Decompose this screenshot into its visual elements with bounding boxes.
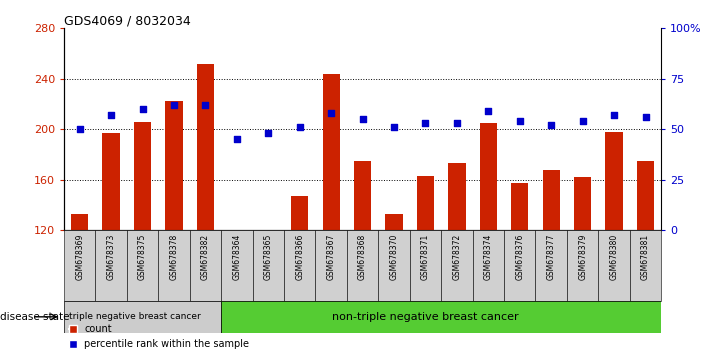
Bar [410, 230, 442, 301]
Text: GSM678371: GSM678371 [421, 234, 430, 280]
Bar [378, 230, 410, 301]
Text: GSM678379: GSM678379 [578, 234, 587, 280]
Bar [221, 301, 661, 333]
Bar [442, 230, 473, 301]
Bar [95, 230, 127, 301]
Text: GSM678375: GSM678375 [138, 234, 147, 280]
Bar [323, 74, 340, 230]
Bar [197, 64, 214, 230]
Bar [316, 230, 347, 301]
Text: GSM678373: GSM678373 [107, 234, 116, 280]
Point [419, 120, 431, 126]
Text: GSM678372: GSM678372 [452, 234, 461, 280]
Point [326, 110, 337, 116]
Bar [284, 230, 316, 301]
Bar [385, 214, 402, 230]
Bar [511, 183, 528, 230]
Point [105, 112, 117, 118]
Bar [347, 230, 378, 301]
Text: GSM678366: GSM678366 [295, 234, 304, 280]
Text: GSM678369: GSM678369 [75, 234, 84, 280]
Point [294, 124, 306, 130]
Point [137, 106, 149, 112]
Point [514, 118, 525, 124]
Bar [190, 230, 221, 301]
Bar [159, 230, 190, 301]
Bar [64, 301, 221, 333]
Point [545, 122, 557, 128]
Text: GSM678380: GSM678380 [609, 234, 619, 280]
Bar [504, 230, 535, 301]
Text: GSM678381: GSM678381 [641, 234, 650, 280]
Text: GSM678364: GSM678364 [232, 234, 241, 280]
Bar [480, 123, 497, 230]
Bar [630, 230, 661, 301]
Point [200, 102, 211, 108]
Point [577, 118, 588, 124]
Point [74, 126, 85, 132]
Bar [134, 122, 151, 230]
Point [640, 114, 651, 120]
Bar [127, 230, 159, 301]
Bar [166, 102, 183, 230]
Text: GSM678382: GSM678382 [201, 234, 210, 280]
Bar [473, 230, 504, 301]
Bar [542, 170, 560, 230]
Text: GSM678370: GSM678370 [390, 234, 399, 280]
Bar [448, 163, 466, 230]
Bar [221, 230, 252, 301]
Text: GSM678365: GSM678365 [264, 234, 273, 280]
Bar [354, 161, 371, 230]
Bar [606, 132, 623, 230]
Bar [291, 196, 309, 230]
Text: non-triple negative breast cancer: non-triple negative breast cancer [332, 312, 519, 322]
Bar [228, 230, 245, 233]
Point [357, 116, 368, 122]
Text: GDS4069 / 8032034: GDS4069 / 8032034 [64, 14, 191, 27]
Bar [535, 230, 567, 301]
Bar [71, 214, 88, 230]
Bar [64, 230, 95, 301]
Text: GSM678376: GSM678376 [515, 234, 524, 280]
Text: GSM678374: GSM678374 [484, 234, 493, 280]
Bar [574, 177, 592, 230]
Point [388, 124, 400, 130]
Point [451, 120, 463, 126]
Text: disease state: disease state [0, 312, 70, 322]
Legend: count, percentile rank within the sample: count, percentile rank within the sample [69, 324, 250, 349]
Bar [102, 133, 119, 230]
Bar [599, 230, 630, 301]
Point [262, 130, 274, 136]
Bar [567, 230, 599, 301]
Bar [252, 230, 284, 301]
Point [231, 137, 242, 142]
Text: GSM678377: GSM678377 [547, 234, 556, 280]
Point [483, 108, 494, 114]
Text: GSM678368: GSM678368 [358, 234, 367, 280]
Text: triple negative breast cancer: triple negative breast cancer [69, 312, 201, 321]
Text: GSM678378: GSM678378 [169, 234, 178, 280]
Text: GSM678367: GSM678367 [326, 234, 336, 280]
Point [169, 102, 180, 108]
Bar [637, 161, 654, 230]
Point [609, 112, 620, 118]
Bar [417, 176, 434, 230]
